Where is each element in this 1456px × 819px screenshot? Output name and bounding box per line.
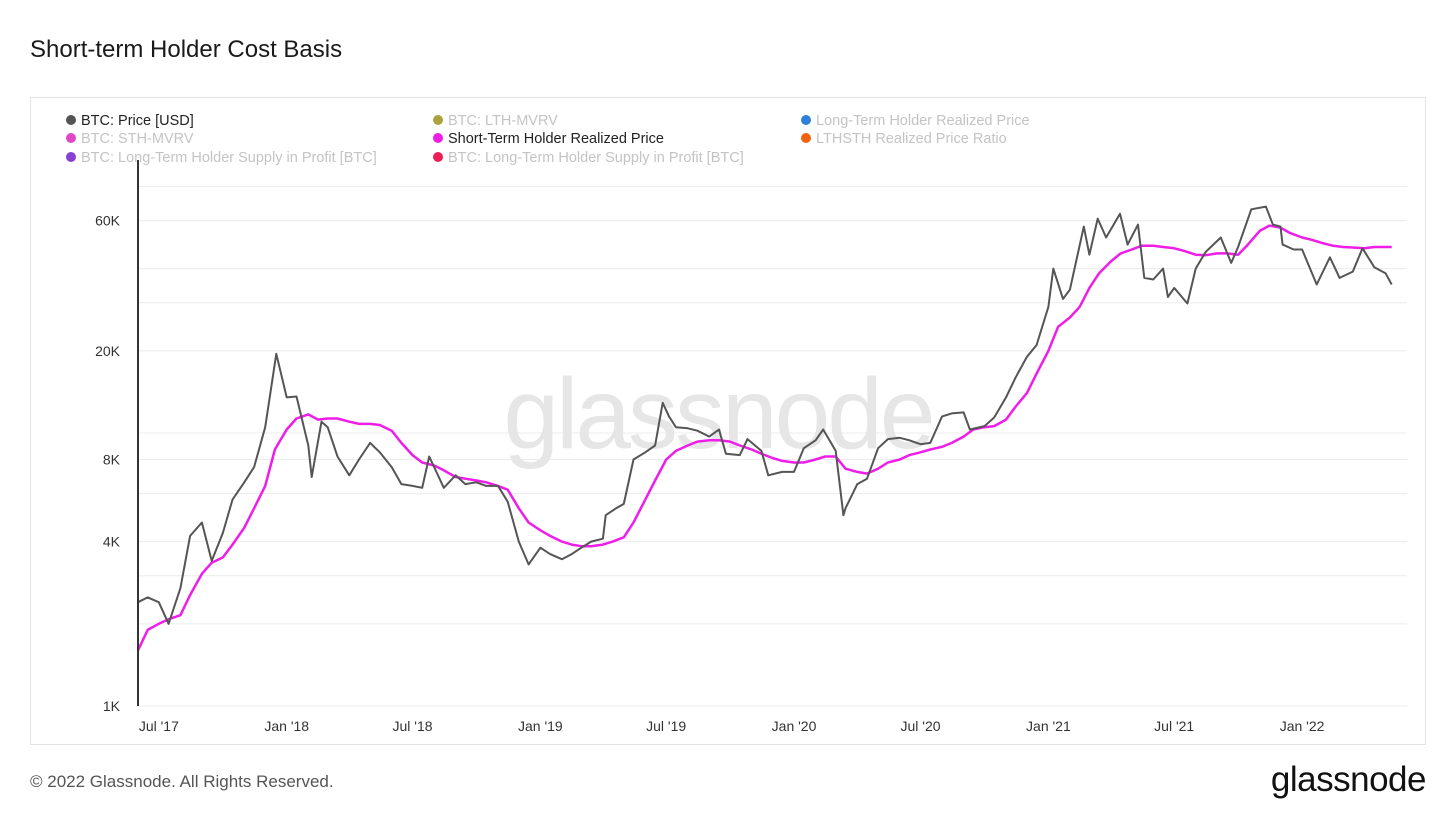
legend-label: BTC: LTH-MVRV — [448, 113, 558, 129]
y-axis-ticks: 1K 4K 8K 20K 60K — [95, 213, 121, 714]
chart-title: Short-term Holder Cost Basis — [30, 36, 343, 63]
legend-marker — [66, 133, 76, 143]
legend-marker — [801, 133, 811, 143]
btc-price-line — [137, 205, 1393, 625]
legend-marker — [66, 115, 76, 125]
legend-item[interactable]: BTC: Price [USD] — [66, 113, 194, 129]
legend-marker — [433, 115, 443, 125]
x-tick-label: Jan '20 — [772, 718, 817, 734]
legend-label: BTC: Long-Term Holder Supply in Profit [… — [448, 150, 744, 166]
x-tick-label: Jul '19 — [646, 718, 686, 734]
x-tick-label: Jul '21 — [1154, 718, 1194, 734]
series-lines — [136, 205, 1393, 651]
x-tick-label: Jan '22 — [1280, 718, 1325, 734]
watermark-text: glassnode — [504, 358, 933, 470]
y-tick-label: 20K — [95, 343, 121, 359]
legend: BTC: Price [USD] BTC: LTH-MVRV Long-Term H… — [66, 113, 1030, 166]
y-tick-label: 4K — [103, 534, 121, 550]
grid-lines — [138, 185, 1407, 707]
copyright-footer: © 2022 Glassnode. All Rights Reserved. — [30, 772, 334, 791]
legend-marker — [433, 133, 443, 143]
legend-label: BTC: STH-MVRV — [81, 131, 194, 147]
legend-item[interactable]: BTC: LTH-MVRV — [433, 113, 558, 129]
x-tick-label: Jul '18 — [392, 718, 432, 734]
legend-item[interactable]: BTC: Long-Term Holder Supply in Profit [… — [66, 150, 377, 166]
glassnode-logo: glassnode — [1270, 760, 1427, 799]
legend-item[interactable]: BTC: STH-MVRV — [66, 131, 194, 147]
x-tick-label: Jan '19 — [518, 718, 563, 734]
y-tick-label: 8K — [103, 451, 121, 467]
legend-item[interactable]: LTHSTH Realized Price Ratio — [801, 131, 1007, 147]
y-tick-label: 1K — [103, 698, 121, 714]
legend-marker — [66, 152, 76, 162]
legend-label: BTC: Price [USD] — [81, 113, 194, 129]
legend-item[interactable]: BTC: Long-Term Holder Supply in Profit [… — [433, 150, 744, 166]
x-axis-ticks: Jul '17 Jan '18 Jul '18 Jan '19 Jul '19 Jan '… — [139, 718, 1325, 734]
legend-item[interactable]: Short-Term Holder Realized Price — [433, 131, 664, 147]
legend-marker — [801, 115, 811, 125]
legend-marker — [433, 152, 443, 162]
sth-realized-price-line — [136, 224, 1392, 651]
legend-item[interactable]: Long-Term Holder Realized Price — [801, 113, 1030, 129]
legend-label: Long-Term Holder Realized Price — [816, 113, 1030, 129]
y-tick-label: 60K — [95, 213, 121, 229]
x-tick-label: Jan '18 — [264, 718, 309, 734]
x-tick-label: Jan '21 — [1026, 718, 1071, 734]
chart-panel — [30, 97, 1426, 745]
legend-label: Short-Term Holder Realized Price — [448, 131, 664, 147]
x-tick-label: Jul '20 — [901, 718, 941, 734]
x-tick-label: Jul '17 — [139, 718, 179, 734]
legend-label: BTC: Long-Term Holder Supply in Profit [… — [81, 150, 377, 166]
legend-label: LTHSTH Realized Price Ratio — [816, 131, 1007, 147]
